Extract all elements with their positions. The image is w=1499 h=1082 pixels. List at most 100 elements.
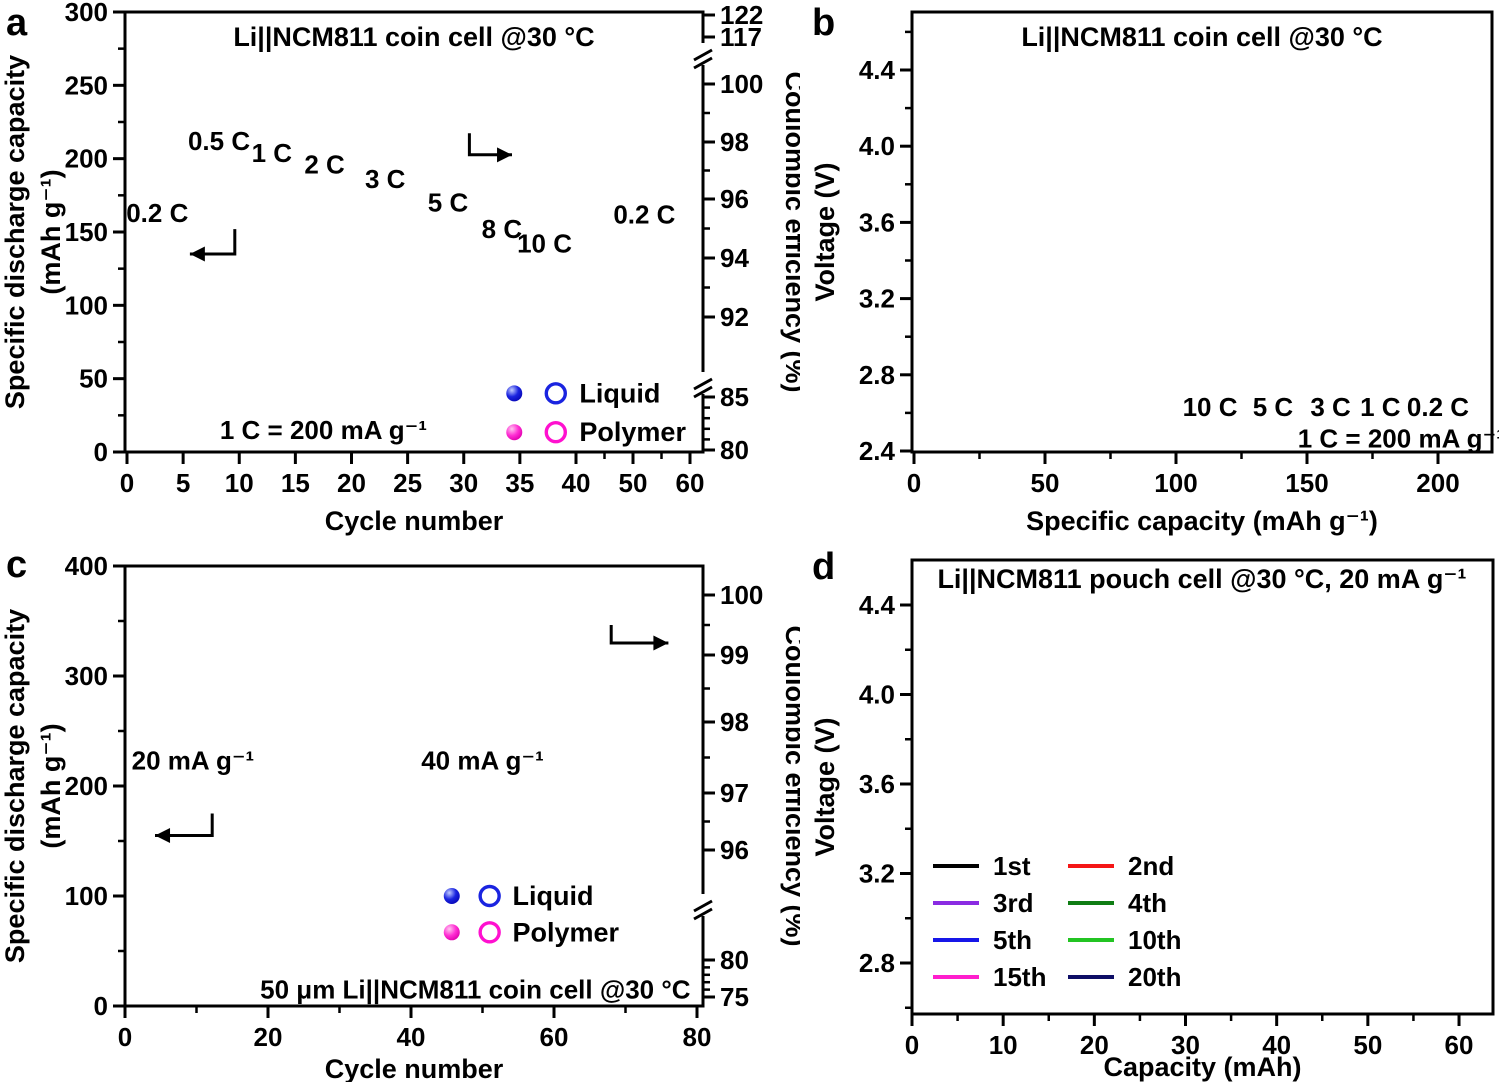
- svg-text:4.4: 4.4: [859, 590, 896, 620]
- annotation-label: 50 μm Li||NCM811 coin cell @30 °C: [260, 975, 691, 1005]
- rate-label: 3 C: [1310, 392, 1351, 422]
- panel-title: Li||NCM811 coin cell @30 °C: [1021, 22, 1382, 52]
- legend-label: 3rd: [993, 888, 1033, 918]
- legend-label: Liquid: [513, 881, 594, 911]
- panel-letter-b: b: [812, 2, 836, 44]
- axis-indicator-arrow: [155, 813, 214, 837]
- legend-filled-marker: [506, 385, 523, 402]
- svg-text:0: 0: [907, 468, 921, 498]
- svg-text:80: 80: [720, 435, 749, 465]
- svg-text:20: 20: [337, 468, 366, 498]
- annotation-label: 1 C = 200 mA g⁻¹: [220, 415, 427, 445]
- panel-letter-c: c: [6, 544, 28, 586]
- svg-text:96: 96: [720, 184, 749, 214]
- panel-a-rate-capability-chart: 0 5 10 15 20 25 30 35 40 50 60 0 50 100 150 200 250 300 80…: [0, 0, 800, 540]
- rate-label: 1 C = 200 mA g⁻¹: [1298, 424, 1499, 454]
- svg-text:50: 50: [1353, 1030, 1382, 1060]
- svg-text:(mAh g⁻¹): (mAh g⁻¹): [36, 169, 66, 294]
- svg-text:20: 20: [1080, 1030, 1109, 1060]
- svg-text:10: 10: [989, 1030, 1018, 1060]
- x-axis-title: Specific capacity (mAh g⁻¹): [1026, 506, 1378, 536]
- svg-text:3.6: 3.6: [859, 769, 895, 799]
- arrow-head: [653, 635, 669, 651]
- panel-letter-a: a: [6, 2, 28, 44]
- legend-open-marker: [544, 382, 567, 405]
- y-left-axis-title: Specific discharge capacity: [0, 55, 30, 409]
- svg-text:10: 10: [225, 468, 254, 498]
- svg-text:200: 200: [65, 771, 108, 801]
- svg-text:0: 0: [94, 991, 108, 1021]
- axis-ticks-and-labels: 0 20 40 60 80 0 100 200 300 400 75 80 96 97 98 99 100: [65, 551, 764, 1052]
- annotation-label: 1 C: [252, 138, 293, 168]
- svg-text:4.4: 4.4: [859, 55, 896, 85]
- svg-text:2.8: 2.8: [859, 360, 895, 390]
- svg-text:80: 80: [720, 945, 749, 975]
- svg-text:0: 0: [118, 1022, 132, 1052]
- annotation-label: 5 C: [428, 188, 469, 218]
- svg-text:200: 200: [1416, 468, 1459, 498]
- svg-text:0: 0: [120, 468, 134, 498]
- annotations: Li||NCM811 pouch cell @30 °C, 20 mA g⁻¹: [937, 564, 1466, 594]
- y-right-axis-title: Coulombic efficiency (%): [780, 71, 800, 392]
- svg-text:50: 50: [79, 364, 108, 394]
- annotations: 20 mA g⁻¹ 40 mA g⁻¹ 50 μm Li||NCM811 coin …: [132, 625, 691, 1005]
- svg-text:98: 98: [720, 127, 749, 157]
- svg-text:4.0: 4.0: [859, 131, 895, 161]
- axis-titles: Specific capacity (mAh g⁻¹) Voltage (V): [810, 162, 1378, 536]
- svg-text:75: 75: [720, 982, 749, 1012]
- annotation-label: 0.2 C: [126, 198, 188, 228]
- annotation-label: 10 C: [517, 229, 572, 259]
- svg-text:3.2: 3.2: [859, 859, 895, 889]
- rate-label: 1 C: [1360, 392, 1401, 422]
- legend-label: 2nd: [1128, 851, 1174, 881]
- svg-text:30: 30: [449, 468, 478, 498]
- panel-b-voltage-profile-chart: 0 50 100 150 200 2.4 2.8 3.2 3.6 4.0 4.4 Li||NCM811…: [800, 0, 1499, 540]
- legend-label: Polymer: [579, 417, 686, 447]
- svg-text:99: 99: [720, 640, 749, 670]
- axis-break-mark: [693, 377, 713, 391]
- annotation-label: 3 C: [365, 164, 406, 194]
- y-left-axis-title: Specific discharge capacity: [0, 609, 30, 963]
- svg-text:100: 100: [65, 290, 108, 320]
- svg-text:30: 30: [1171, 1030, 1200, 1060]
- svg-text:100: 100: [720, 69, 763, 99]
- svg-text:(mAh g⁻¹): (mAh g⁻¹): [36, 723, 66, 848]
- legend-label: 5th: [993, 925, 1032, 955]
- legend-filled-marker: [443, 924, 460, 941]
- svg-text:250: 250: [65, 70, 108, 100]
- legend-label: Polymer: [513, 917, 620, 947]
- annotation-label: 20 mA g⁻¹: [132, 746, 255, 776]
- panel-title: Li||NCM811 pouch cell @30 °C, 20 mA g⁻¹: [937, 564, 1466, 594]
- arrow-head: [497, 147, 513, 163]
- rate-label: 5 C: [1253, 392, 1294, 422]
- svg-text:40: 40: [1262, 1030, 1291, 1060]
- svg-text:20: 20: [254, 1022, 283, 1052]
- svg-text:25: 25: [393, 468, 422, 498]
- svg-text:80: 80: [683, 1022, 712, 1052]
- svg-text:96: 96: [720, 835, 749, 865]
- svg-text:85: 85: [720, 382, 749, 412]
- axis-break-mark: [693, 48, 713, 62]
- svg-text:5: 5: [176, 468, 190, 498]
- rate-label: 10 C: [1183, 392, 1238, 422]
- svg-text:300: 300: [65, 0, 108, 27]
- svg-text:200: 200: [65, 144, 108, 174]
- svg-text:15: 15: [281, 468, 310, 498]
- y-right-axis-title: Coulombic efficiency (%): [780, 625, 800, 946]
- annotation-label: 0.5 C: [188, 126, 250, 156]
- legend: Liquid Polymer: [506, 378, 686, 447]
- svg-text:98: 98: [720, 707, 749, 737]
- legend-filled-marker: [443, 888, 460, 904]
- annotation-label: 8 C: [482, 214, 523, 244]
- svg-text:100: 100: [720, 580, 763, 610]
- panel-d-pouch-cell-chart: 0 10 20 30 40 50 60 2.8 3.2 3.6 4.0 4.4 Li||NCM811 p…: [800, 540, 1499, 1082]
- axis-indicator-arrow: [189, 229, 237, 256]
- svg-text:0: 0: [905, 1030, 919, 1060]
- y-axis-title: Voltage (V): [810, 717, 840, 856]
- axis-indicator-arrow: [609, 625, 669, 645]
- svg-text:150: 150: [1285, 468, 1328, 498]
- svg-text:100: 100: [65, 881, 108, 911]
- svg-text:122: 122: [720, 0, 763, 30]
